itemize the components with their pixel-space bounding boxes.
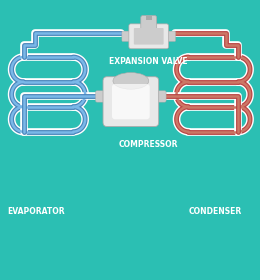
- FancyBboxPatch shape: [141, 16, 157, 30]
- Bar: [146, 16, 152, 20]
- FancyBboxPatch shape: [96, 91, 110, 102]
- Text: CONDENSER: CONDENSER: [189, 207, 242, 216]
- FancyBboxPatch shape: [122, 31, 134, 41]
- Ellipse shape: [113, 73, 149, 89]
- Text: EVAPORATOR: EVAPORATOR: [8, 207, 65, 216]
- FancyBboxPatch shape: [164, 31, 176, 41]
- Text: EXPANSION VALVE: EXPANSION VALVE: [109, 57, 188, 66]
- FancyBboxPatch shape: [129, 24, 168, 49]
- Text: COMPRESSOR: COMPRESSOR: [119, 140, 178, 149]
- FancyBboxPatch shape: [134, 28, 164, 45]
- FancyBboxPatch shape: [112, 84, 150, 119]
- FancyBboxPatch shape: [103, 77, 159, 127]
- FancyBboxPatch shape: [151, 91, 166, 102]
